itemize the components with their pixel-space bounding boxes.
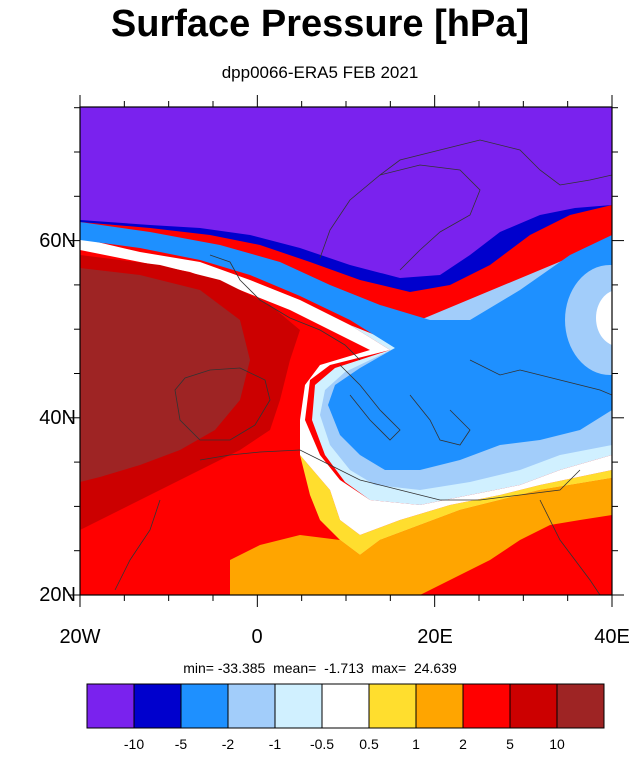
colorbar-box <box>368 683 417 729</box>
colorbar-box <box>274 683 323 729</box>
map-area <box>80 107 612 595</box>
axis-ticks <box>68 95 624 607</box>
colorbar-label: -1 <box>268 736 282 752</box>
y-tick-label-60n: 60N <box>39 230 76 252</box>
field-white-east <box>596 291 612 345</box>
field-blue <box>80 222 612 470</box>
field-orange <box>230 478 612 595</box>
x-tick-label-40e: 40E <box>594 626 630 648</box>
colorbar-label: -0.5 <box>309 736 335 752</box>
colorbar-box <box>415 683 464 729</box>
colorbar-box <box>509 683 558 729</box>
colorbar-box <box>462 683 511 729</box>
field-purple <box>80 107 612 278</box>
colorbar-label: 1 <box>412 736 420 752</box>
field-yellow <box>300 455 612 555</box>
field-brown <box>80 268 250 482</box>
field-lightblue-east <box>565 265 612 375</box>
colorbar-box <box>133 683 182 729</box>
colorbar-label: -10 <box>123 736 145 752</box>
y-tick-label-20n: 20N <box>39 584 76 606</box>
x-tick-label-0: 0 <box>251 626 263 648</box>
colorbar-label: -2 <box>221 736 235 752</box>
plot-title: Surface Pressure [hPa] <box>110 3 530 45</box>
x-tick-label-20e: 20E <box>417 626 453 648</box>
colorbar-box <box>556 683 605 729</box>
colorbar-box <box>321 683 370 729</box>
colorbar <box>86 683 605 729</box>
colorbar-label: 10 <box>549 736 565 752</box>
colorbar-label: 2 <box>459 736 467 752</box>
plot-subtitle: dpp0066-ERA5 FEB 2021 <box>221 63 419 82</box>
colorbar-label: 0.5 <box>359 736 379 752</box>
colorbar-label: -5 <box>174 736 188 752</box>
stats-line: min= -33.385 mean= -1.713 max= 24.639 <box>183 660 457 676</box>
y-tick-label-40n: 40N <box>39 407 76 429</box>
x-tick-label-20w: 20W <box>59 626 101 648</box>
colorbar-label: 5 <box>506 736 514 752</box>
coastlines <box>114 139 612 595</box>
colorbar-box <box>227 683 276 729</box>
colorbar-box <box>86 683 135 729</box>
colorbar-box <box>180 683 229 729</box>
